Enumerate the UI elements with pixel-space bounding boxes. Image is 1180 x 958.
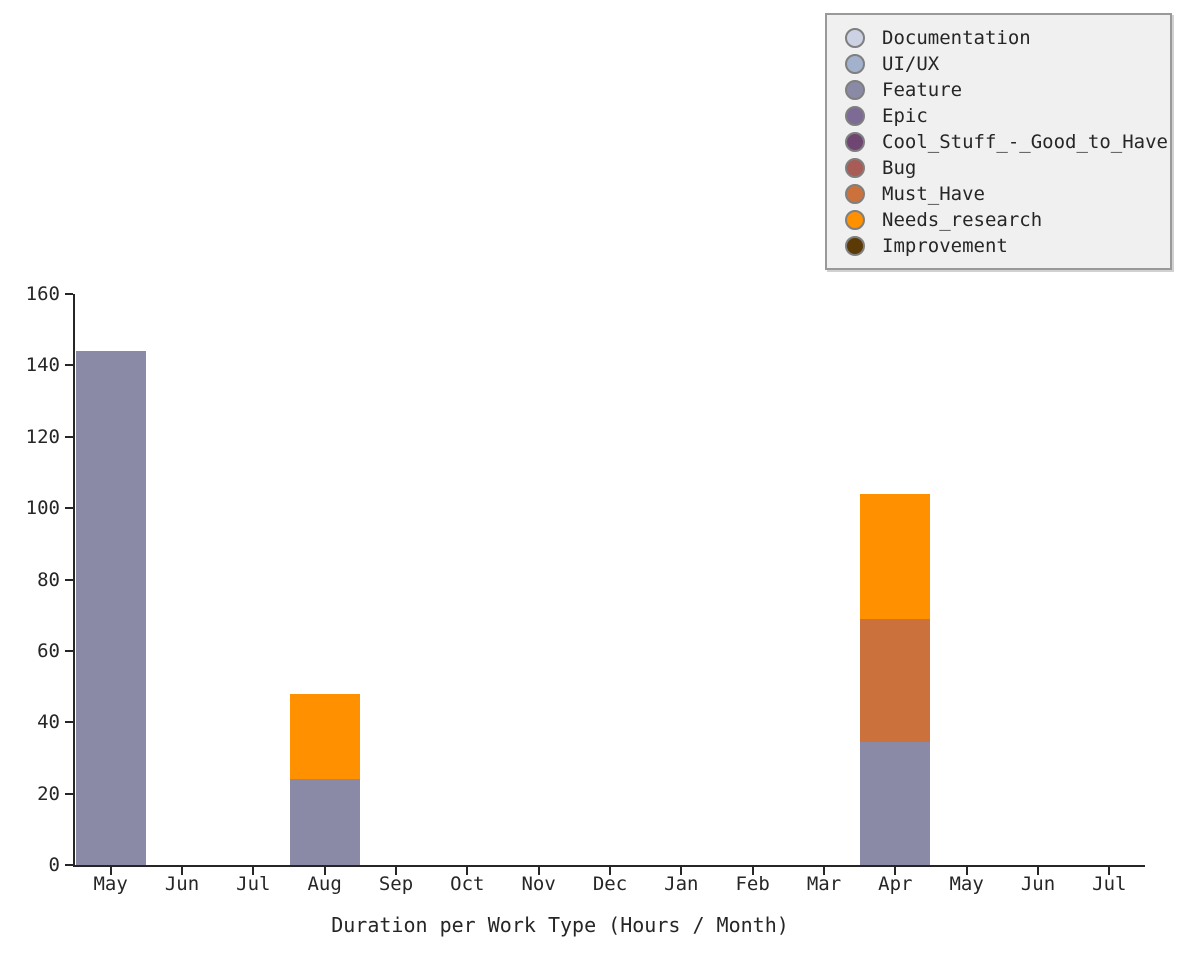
x-tick-mark — [965, 867, 968, 875]
y-tick-mark — [65, 435, 73, 438]
legend-swatch-circle-icon — [845, 54, 865, 74]
legend-swatch-circle-icon — [845, 80, 865, 100]
legend-swatch-circle-icon — [845, 210, 865, 230]
x-tick-mark — [537, 867, 540, 875]
legend-label: Documentation — [882, 27, 1031, 49]
x-tick-label: Dec — [592, 873, 628, 895]
bar-segment — [75, 351, 146, 865]
legend-item: Must_Have — [837, 181, 1160, 207]
y-tick-label: 100 — [25, 497, 60, 520]
legend-swatch-circle-icon — [845, 158, 865, 178]
x-tick-label: Feb — [735, 873, 770, 895]
bar-segment — [860, 741, 931, 865]
x-tick-mark — [1108, 867, 1111, 875]
x-axis-title: Duration per Work Type (Hours / Month) — [331, 913, 789, 937]
x-tick-mark — [680, 867, 683, 875]
y-tick-label: 20 — [37, 782, 60, 805]
legend-label: Epic — [882, 105, 928, 127]
y-tick-mark — [65, 792, 73, 795]
legend-item: Improvement — [837, 233, 1160, 259]
legend-label: Cool_Stuff_-_Good_to_Have — [882, 131, 1168, 153]
legend-item: Bug — [837, 155, 1160, 181]
x-tick-label: Jul — [1092, 873, 1127, 895]
legend-swatch-circle-icon — [845, 28, 865, 48]
legend-swatch-circle-icon — [845, 132, 865, 152]
x-tick-label: Nov — [521, 873, 556, 895]
x-axis-spine — [73, 865, 1145, 867]
legend-swatch-circle-icon — [845, 184, 865, 204]
legend-swatch-circle-icon — [845, 106, 865, 126]
y-tick-mark — [65, 649, 73, 652]
x-tick-mark — [609, 867, 611, 875]
legend-label: Bug — [882, 157, 917, 179]
x-tick-mark — [323, 867, 326, 875]
x-tick-label: Mar — [806, 873, 842, 895]
y-tick-mark — [65, 293, 73, 295]
legend-item: UI/UX — [837, 51, 1160, 77]
legend-label: Needs_research — [882, 209, 1043, 231]
x-tick-mark — [894, 867, 897, 875]
legend-label: UI/UX — [882, 53, 940, 75]
legend-item: Feature — [837, 77, 1160, 103]
x-tick-label: Jan — [664, 873, 699, 895]
legend-item: Needs_research — [837, 207, 1160, 233]
legend-swatch-circle-icon — [845, 236, 865, 256]
plot-area — [75, 294, 1145, 865]
y-tick-mark — [65, 364, 73, 367]
y-tick-label: 160 — [25, 283, 60, 305]
legend-item: Documentation — [837, 25, 1160, 51]
legend: Documentation UI/UX Feature Epic Cool_Stuff_… — [825, 13, 1172, 270]
bar-segment — [289, 779, 360, 865]
y-tick-label: 140 — [25, 354, 60, 377]
y-tick-label: 40 — [37, 711, 60, 734]
y-tick-mark — [65, 578, 73, 581]
x-tick-mark — [1037, 867, 1039, 875]
legend-item: Cool_Stuff_-_Good_to_Have — [837, 129, 1168, 155]
y-tick-label: 0 — [48, 854, 60, 876]
x-tick-label: Jul — [236, 873, 271, 895]
x-tick-label: Sep — [378, 873, 414, 895]
x-tick-mark — [181, 867, 183, 875]
x-tick-label: May — [93, 873, 128, 895]
x-tick-mark — [109, 867, 112, 875]
y-axis-spine — [73, 294, 75, 867]
y-tick-label: 120 — [25, 425, 60, 448]
bar-segment — [860, 618, 931, 742]
x-tick-label: Jun — [1020, 873, 1056, 895]
legend-item: Epic — [837, 103, 1160, 129]
y-tick-label: 60 — [37, 639, 60, 662]
y-tick-mark — [65, 864, 73, 866]
legend-label: Feature — [882, 79, 963, 101]
bar-segment — [860, 493, 931, 619]
legend-label: Must_Have — [882, 183, 985, 205]
x-tick-mark — [252, 867, 255, 875]
x-tick-mark — [466, 867, 469, 875]
x-tick-label: Jun — [164, 873, 200, 895]
y-tick-mark — [65, 507, 73, 510]
x-tick-label: May — [949, 873, 984, 895]
x-tick-label: Aug — [307, 873, 342, 895]
y-tick-label: 80 — [37, 568, 60, 591]
y-tick-mark — [65, 721, 73, 724]
x-tick-mark — [823, 867, 825, 875]
x-tick-mark — [395, 867, 397, 875]
x-tick-mark — [751, 867, 754, 875]
x-tick-label: Oct — [450, 873, 485, 895]
bar-segment — [289, 693, 360, 780]
x-tick-label: Apr — [878, 873, 913, 895]
legend-label: Improvement — [882, 235, 1008, 257]
